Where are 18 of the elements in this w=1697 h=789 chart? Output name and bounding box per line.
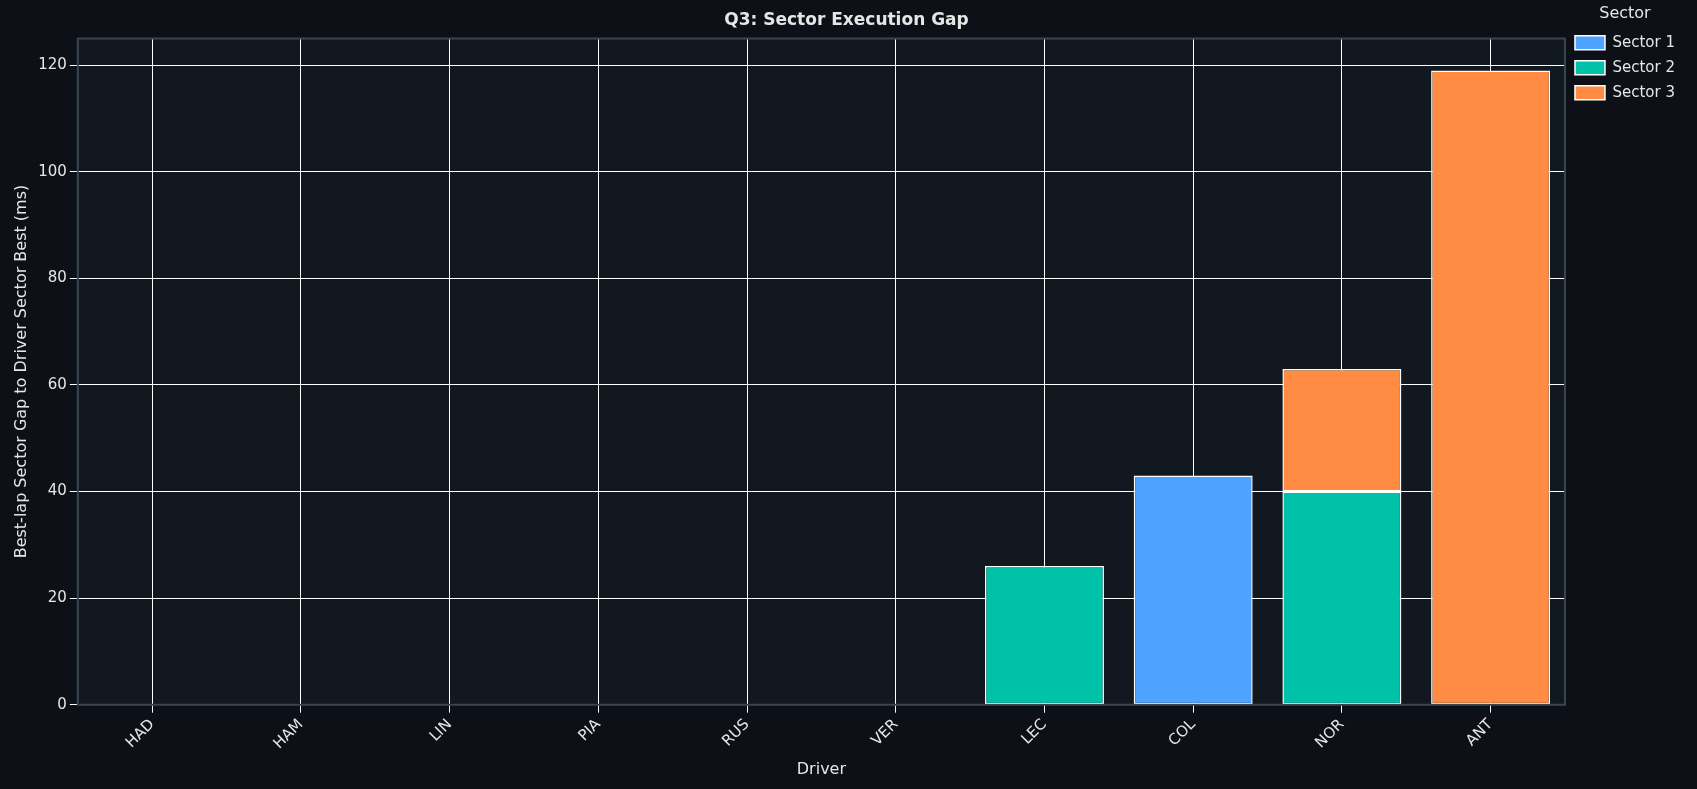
x-tick-label: VER [867, 714, 902, 749]
y-tick-label: 80 [47, 268, 67, 287]
y-tick-label: 40 [47, 481, 67, 500]
y-axis-title: Best-lap Sector Gap to Driver Sector Best (ms) [10, 184, 30, 559]
legend-label: Sector 3 [1612, 82, 1676, 101]
x-tick-label: LIN [425, 714, 456, 745]
chart-title: Q3: Sector Execution Gap [724, 8, 969, 29]
y-tick-label: 60 [47, 374, 67, 393]
legend-label: Sector 2 [1612, 57, 1676, 76]
legend-title: Sector [1599, 3, 1652, 23]
y-tick-label: 0 [57, 694, 67, 713]
x-tick-label: COL [1164, 714, 1200, 750]
y-tick-label: 100 [38, 161, 67, 180]
legend-label: Sector 1 [1612, 32, 1676, 51]
x-tick-label: PIA [574, 714, 605, 745]
x-axis-title: Driver [796, 758, 847, 778]
y-tick-label: 20 [47, 587, 67, 606]
y-tick-label: 120 [38, 54, 67, 73]
